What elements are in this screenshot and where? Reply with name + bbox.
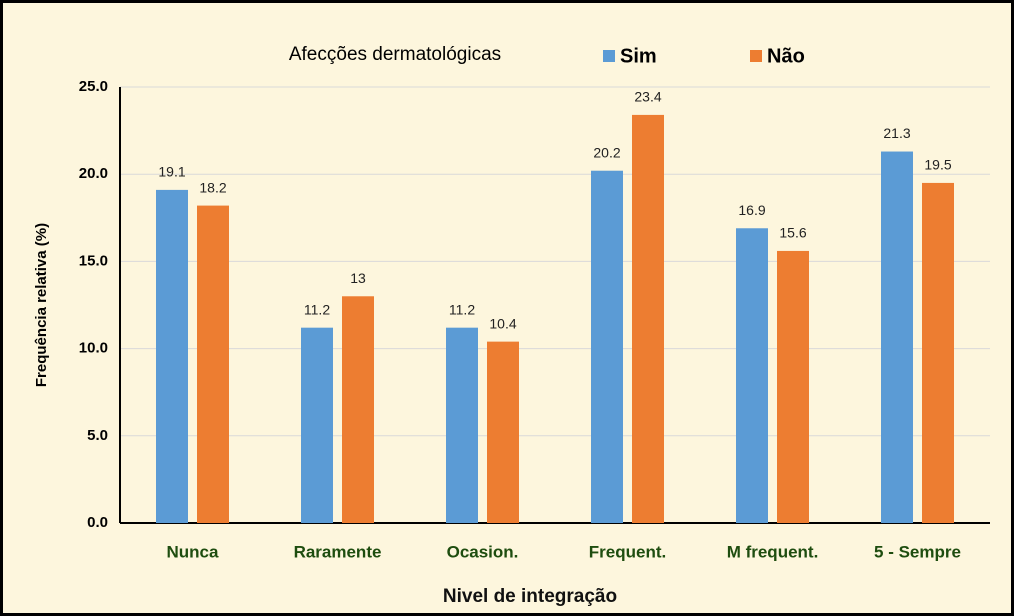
data-label: 21.3 xyxy=(883,125,910,141)
y-tick-label: 25.0 xyxy=(79,78,108,95)
legend-label: Não xyxy=(767,45,805,67)
y-tick-label: 10.0 xyxy=(79,340,108,357)
bar xyxy=(301,327,333,523)
bar xyxy=(197,205,229,524)
y-axis-title: Frequência relativa (%) xyxy=(33,223,50,387)
x-tick-label: Raramente xyxy=(294,542,382,561)
data-label: 16.9 xyxy=(738,202,765,218)
y-tick-label: 0.0 xyxy=(87,514,108,531)
bar xyxy=(632,114,664,524)
x-tick-label: Frequent. xyxy=(589,542,666,561)
x-axis-title: Nivel de integração xyxy=(443,586,617,607)
data-label: 15.6 xyxy=(779,225,806,241)
data-label: 13 xyxy=(350,270,366,286)
data-label: 18.2 xyxy=(199,179,226,195)
bar xyxy=(591,170,623,523)
bar xyxy=(342,296,374,523)
data-label: 11.2 xyxy=(304,301,330,317)
x-tick-label: Ocasion. xyxy=(447,542,519,561)
bar xyxy=(446,327,478,523)
legend-swatch xyxy=(750,50,762,62)
legend-label: Sim xyxy=(620,45,657,67)
data-label: 19.5 xyxy=(924,157,951,173)
y-tick-label: 5.0 xyxy=(87,427,108,444)
x-tick-label: Nunca xyxy=(167,542,220,561)
bar xyxy=(156,189,188,523)
data-label: 19.1 xyxy=(158,164,185,180)
legend-swatch xyxy=(603,50,615,62)
bar xyxy=(487,341,519,523)
y-tick-label: 20.0 xyxy=(79,165,108,182)
bar xyxy=(777,250,809,523)
bar xyxy=(881,151,913,523)
data-label: 10.4 xyxy=(489,315,516,331)
bar xyxy=(922,182,954,524)
data-label: 20.2 xyxy=(593,144,620,160)
data-label: 23.4 xyxy=(634,89,661,105)
y-tick-label: 15.0 xyxy=(79,252,108,269)
chart-title: Afecções dermatológicas xyxy=(289,44,501,65)
data-label: 11.2 xyxy=(449,301,475,317)
x-tick-label: 5 - Sempre xyxy=(874,542,961,561)
x-tick-label: M frequent. xyxy=(727,542,819,561)
bar xyxy=(736,228,768,523)
